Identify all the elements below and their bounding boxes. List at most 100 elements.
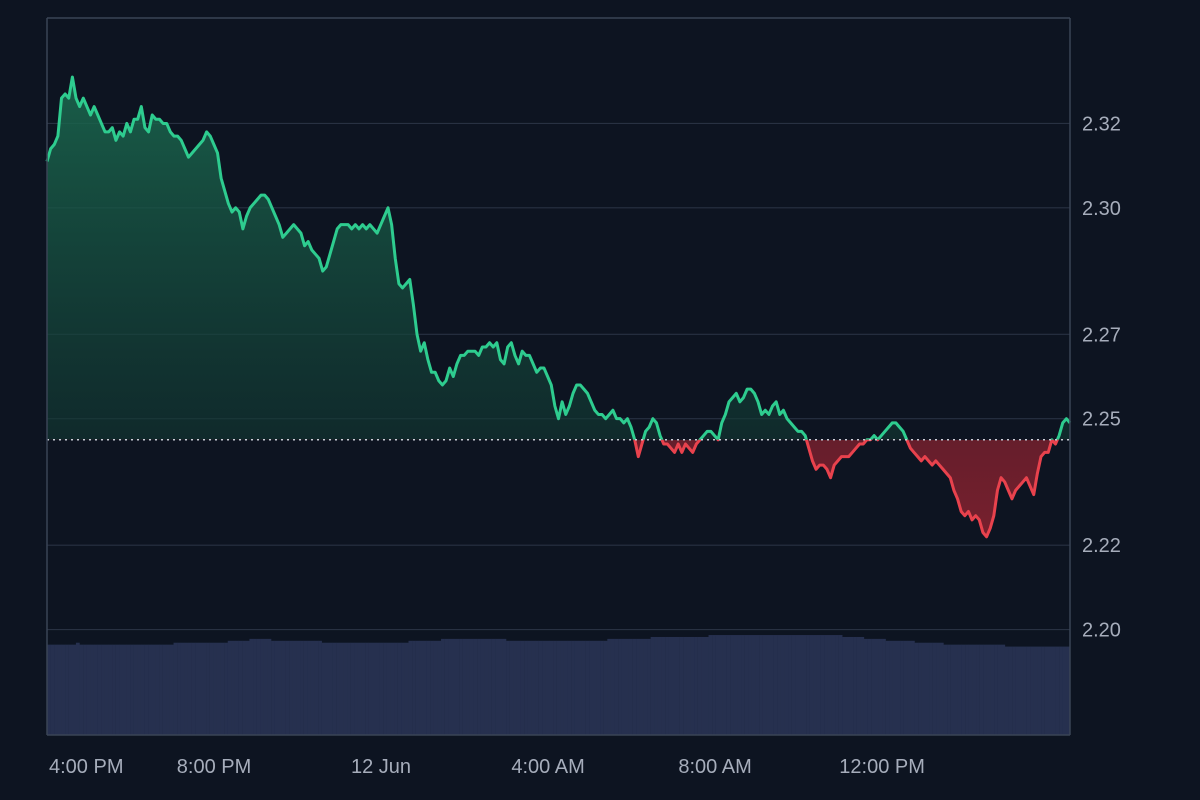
volume-bar	[939, 642, 944, 735]
volume-bar	[766, 635, 771, 735]
volume-bar	[354, 642, 359, 735]
price-area	[47, 77, 1070, 537]
volume-bar	[148, 644, 153, 735]
volume-bar	[444, 638, 449, 735]
volume-bar	[838, 635, 843, 735]
volume-bar	[426, 640, 431, 735]
volume-bar	[253, 638, 257, 735]
volume-bar	[325, 642, 330, 735]
volume-bar	[213, 642, 218, 735]
volume-bar	[249, 638, 254, 735]
volume-bar	[361, 642, 366, 735]
volume-bar	[777, 635, 782, 735]
volume-bars	[47, 635, 1071, 735]
volume-bar	[1001, 644, 1006, 735]
volume-bar	[726, 635, 731, 735]
volume-bar	[603, 640, 608, 735]
volume-bar	[531, 640, 536, 735]
volume-bar	[130, 644, 134, 735]
volume-bar	[267, 638, 272, 735]
volume-bar	[401, 642, 406, 735]
volume-bar	[549, 640, 554, 735]
volume-bar	[853, 636, 857, 735]
volume-bar	[155, 644, 160, 735]
volume-bar	[719, 635, 724, 735]
volume-bar	[788, 635, 792, 735]
volume-bar	[867, 638, 872, 735]
volume-bar	[350, 642, 355, 735]
volume-bar	[621, 638, 626, 735]
volume-bar	[224, 642, 228, 735]
volume-bar	[910, 640, 915, 735]
volume-bar	[976, 644, 980, 735]
volume-bar	[343, 642, 348, 735]
volume-bar	[90, 644, 95, 735]
volume-bar	[372, 642, 377, 735]
volume-bar	[813, 635, 818, 735]
volume-bar	[101, 644, 106, 735]
volume-bar	[1066, 646, 1071, 735]
volume-bar	[762, 635, 767, 735]
volume-bar	[849, 636, 854, 735]
volume-bar	[527, 640, 532, 735]
volume-bar	[397, 642, 402, 735]
volume-bar	[412, 640, 416, 735]
volume-bar	[769, 635, 774, 735]
volume-bar	[336, 642, 341, 735]
volume-bar	[925, 642, 930, 735]
volume-bar	[1055, 646, 1060, 735]
volume-bar	[144, 644, 149, 735]
volume-bar	[871, 638, 875, 735]
volume-bar	[191, 642, 196, 735]
volume-bar	[556, 640, 561, 735]
volume-bar	[730, 635, 735, 735]
volume-bar	[292, 640, 297, 735]
volume-bar	[625, 638, 630, 735]
volume-bar	[892, 640, 897, 735]
volume-bar	[661, 636, 666, 735]
volume-bar	[802, 635, 807, 735]
volume-bar	[347, 642, 351, 735]
volume-bar	[169, 644, 174, 735]
volume-bar	[459, 638, 463, 735]
volume-bar	[997, 644, 1002, 735]
volume-bar	[93, 644, 98, 735]
volume-bar	[65, 644, 69, 735]
volume-bar	[437, 640, 442, 735]
volume-bar	[502, 638, 507, 735]
volume-bar	[567, 640, 572, 735]
volume-bar	[187, 642, 192, 735]
volume-bar	[1048, 646, 1053, 735]
volume-bar	[907, 640, 912, 735]
volume-bar	[365, 642, 369, 735]
volume-bar	[722, 635, 727, 735]
volume-bar	[972, 644, 977, 735]
volume-bar	[513, 640, 518, 735]
volume-bar	[571, 640, 575, 735]
volume-bar	[896, 640, 901, 735]
volume-bar	[589, 640, 594, 735]
y-tick-label: 2.32	[1082, 113, 1121, 135]
volume-bar	[137, 644, 142, 735]
volume-bar	[300, 640, 304, 735]
volume-bar	[672, 636, 677, 735]
volume-bar	[932, 642, 937, 735]
volume-bar	[234, 640, 239, 735]
volume-bar	[422, 640, 427, 735]
volume-bar	[791, 635, 796, 735]
x-tick-label: 12:00 PM	[839, 756, 925, 778]
volume-bar	[245, 640, 250, 735]
volume-bar	[538, 640, 543, 735]
volume-bar	[816, 635, 821, 735]
volume-bar	[614, 638, 619, 735]
volume-bar	[986, 644, 991, 735]
x-tick-label: 4:00 AM	[511, 756, 584, 778]
volume-bar	[889, 640, 894, 735]
volume-bar	[303, 640, 308, 735]
volume-bar	[419, 640, 424, 735]
volume-bar	[162, 644, 167, 735]
volume-bar	[965, 644, 969, 735]
volume-bar	[314, 640, 319, 735]
